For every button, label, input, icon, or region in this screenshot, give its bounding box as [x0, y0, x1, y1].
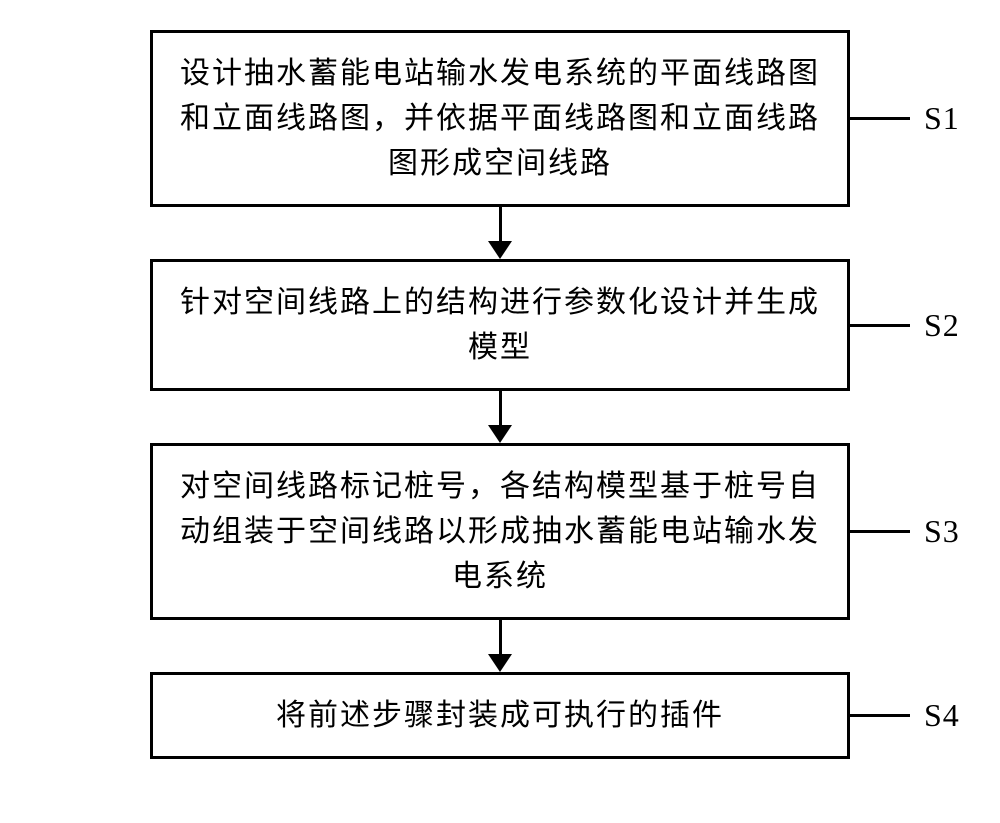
- flowchart-row-s3: 对空间线路标记桩号，各结构模型基于桩号自动组装于空间线路以形成抽水蓄能电站输水发…: [20, 443, 980, 620]
- flowchart-box-text: 设计抽水蓄能电站输水发电系统的平面线路图和立面线路图，并依据平面线路图和立面线路…: [180, 57, 820, 180]
- step-label-group-s4: S4: [850, 697, 960, 734]
- arrow-head-icon: [488, 241, 512, 259]
- flowchart-box-text: 将前述步骤封装成可执行的插件: [276, 699, 724, 732]
- flowchart-box-text: 对空间线路标记桩号，各结构模型基于桩号自动组装于空间线路以形成抽水蓄能电站输水发…: [180, 470, 820, 593]
- flowchart-box-s1: 设计抽水蓄能电站输水发电系统的平面线路图和立面线路图，并依据平面线路图和立面线路…: [150, 30, 850, 207]
- step-label-group-s2: S2: [850, 307, 960, 344]
- connector-line: [850, 530, 910, 533]
- connector-line: [850, 324, 910, 327]
- step-label: S3: [924, 513, 960, 550]
- flow-arrow: [488, 207, 512, 259]
- flowchart-box-s3: 对空间线路标记桩号，各结构模型基于桩号自动组装于空间线路以形成抽水蓄能电站输水发…: [150, 443, 850, 620]
- arrow-shaft: [499, 207, 502, 241]
- flow-arrow: [488, 391, 512, 443]
- flow-arrow: [488, 620, 512, 672]
- step-label: S2: [924, 307, 960, 344]
- step-label: S4: [924, 697, 960, 734]
- flowchart-container: 设计抽水蓄能电站输水发电系统的平面线路图和立面线路图，并依据平面线路图和立面线路…: [20, 30, 980, 759]
- connector-line: [850, 117, 910, 120]
- flowchart-row-s1: 设计抽水蓄能电站输水发电系统的平面线路图和立面线路图，并依据平面线路图和立面线路…: [20, 30, 980, 207]
- flowchart-box-text: 针对空间线路上的结构进行参数化设计并生成模型: [180, 286, 820, 364]
- step-label: S1: [924, 100, 960, 137]
- arrow-shaft: [499, 391, 502, 425]
- step-label-group-s1: S1: [850, 100, 960, 137]
- arrow-head-icon: [488, 425, 512, 443]
- step-label-group-s3: S3: [850, 513, 960, 550]
- flowchart-box-s2: 针对空间线路上的结构进行参数化设计并生成模型: [150, 259, 850, 391]
- flowchart-row-s2: 针对空间线路上的结构进行参数化设计并生成模型 S2: [20, 259, 980, 391]
- flowchart-box-s4: 将前述步骤封装成可执行的插件: [150, 672, 850, 759]
- arrow-shaft: [499, 620, 502, 654]
- flowchart-row-s4: 将前述步骤封装成可执行的插件 S4: [20, 672, 980, 759]
- connector-line: [850, 714, 910, 717]
- arrow-head-icon: [488, 654, 512, 672]
